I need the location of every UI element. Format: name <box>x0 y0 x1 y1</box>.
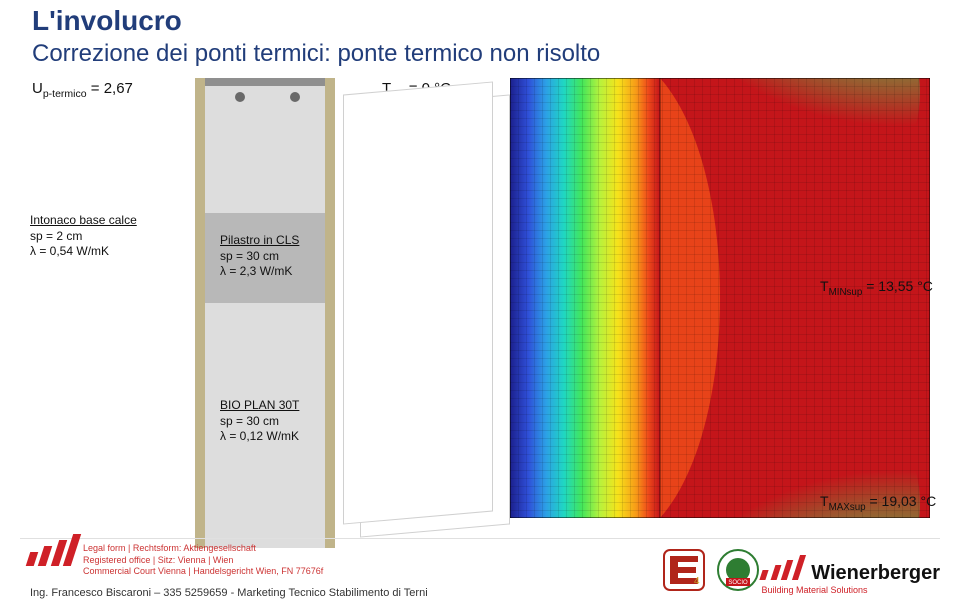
callout-title: Intonaco base calce <box>30 213 137 229</box>
param-val: = 2,67 <box>87 80 133 97</box>
callout-bioplan: BIO PLAN 30T sp = 30 cm λ = 0,12 W/mK <box>220 398 299 445</box>
pin-icon <box>235 92 245 102</box>
legal-line: Commercial Court Vienna | Handelsgericht… <box>83 566 323 577</box>
callout-title: BIO PLAN 30T <box>220 398 299 414</box>
callout-line: λ = 2,3 W/mK <box>220 264 299 280</box>
layer-core-top <box>205 78 325 86</box>
badge-text: SOCIO <box>728 580 748 586</box>
temp-val: = 13,55 °C <box>866 278 933 294</box>
author-line: Ing. Francesco Biscaroni – 335 5259659 -… <box>30 587 428 599</box>
legal-line: Legal form | Rechtsform: Aktiengesellsch… <box>83 543 323 554</box>
badge-row: 4 SOCIO <box>662 548 760 592</box>
label-t-min: TMINsup = 13,55 °C <box>820 278 933 298</box>
footer: Legal form | Rechtsform: Aktiengesellsch… <box>0 537 960 607</box>
thermal-svg <box>510 78 930 518</box>
panel-3d-front <box>343 81 493 524</box>
temp-symbol: T <box>820 493 829 509</box>
logo-left <box>28 534 77 571</box>
callout-pillar: Pilastro in CLS sp = 30 cm λ = 2,3 W/mK <box>220 233 299 280</box>
param-sub: p-termico <box>43 88 87 100</box>
badge-e4-icon: 4 <box>662 548 706 592</box>
callout-line: λ = 0,12 W/mK <box>220 429 299 445</box>
thermal-map: TMINsup = 13,55 °C TMAXsup = 19,03 °C <box>510 78 930 518</box>
temp-val: = 19,03 °C <box>869 493 936 509</box>
layer-plaster-left <box>195 78 205 548</box>
layer-plaster-right <box>325 78 335 548</box>
legal-line: Registered office | Sitz: Vienna | Wien <box>83 555 323 566</box>
callout-line: sp = 30 cm <box>220 414 299 430</box>
brand-right: Wienerberger Building Material Solutions <box>761 555 940 595</box>
param-label: U <box>32 80 43 97</box>
callout-title: Pilastro in CLS <box>220 233 299 249</box>
brand-tagline: Building Material Solutions <box>761 585 940 595</box>
legal-text: Legal form | Rechtsform: Aktiengesellsch… <box>83 543 323 577</box>
pin-icon <box>290 92 300 102</box>
page-subtitle: Correzione dei ponti termici: ponte term… <box>32 40 600 68</box>
logo-bars-icon <box>761 555 802 585</box>
param-u-ptermico: Up-termico = 2,67 <box>32 80 202 100</box>
callout-line: sp = 30 cm <box>220 249 299 265</box>
wall-cross-section: Intonaco base calce sp = 2 cm λ = 0,54 W… <box>195 78 500 548</box>
logo-bars-icon <box>28 534 77 571</box>
temp-symbol: T <box>820 278 829 294</box>
label-t-max: TMAXsup = 19,03 °C <box>820 493 936 513</box>
callout-plaster: Intonaco base calce sp = 2 cm λ = 0,54 W… <box>30 213 137 260</box>
badge-gbc-icon: SOCIO <box>716 548 760 592</box>
layer-core <box>205 78 325 548</box>
page-title: L'involucro <box>32 5 182 37</box>
brand-name: Wienerberger <box>811 562 940 584</box>
temp-sub: MAXsup <box>829 502 866 513</box>
callout-line: λ = 0,54 W/mK <box>30 244 137 260</box>
callout-line: sp = 2 cm <box>30 229 137 245</box>
temp-sub: MINsup <box>829 287 863 298</box>
svg-text:4: 4 <box>694 576 700 587</box>
